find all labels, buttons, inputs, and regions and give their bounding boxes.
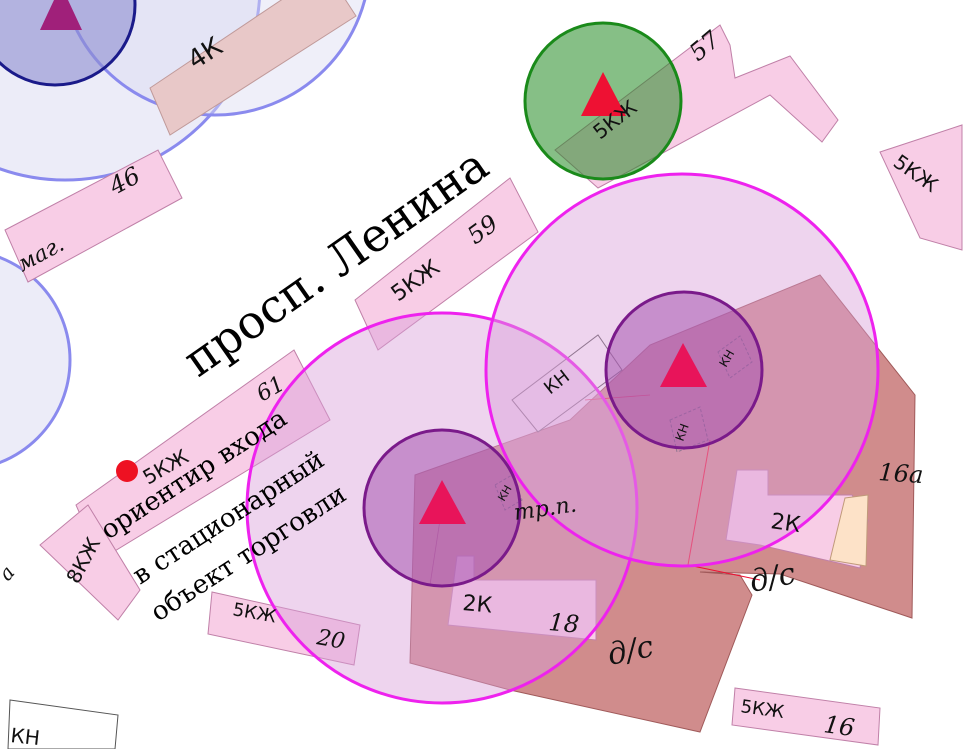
blue-buffer-zone-left[interactable] (0, 250, 72, 470)
building-16a-annex (829, 494, 869, 567)
building-16[interactable] (731, 687, 881, 746)
label-16a-num: 16а (878, 458, 925, 489)
triangle-marker-left-icon[interactable] (419, 480, 466, 524)
buildings-layer (4, 0, 963, 749)
triangle-marker-green-icon[interactable] (581, 72, 626, 116)
label-bottom-left: КН (9, 723, 41, 749)
entrance-point-marker-icon[interactable] (116, 460, 138, 482)
building-4k[interactable] (149, 0, 357, 136)
building-59[interactable] (354, 177, 539, 351)
label-16a-type: 2К (769, 509, 802, 538)
triangle-marker-topleft-icon[interactable] (40, 0, 82, 30)
building-20[interactable] (207, 591, 361, 666)
label-16-num: 16 (822, 710, 856, 742)
label-18-type: 2К (461, 591, 493, 619)
building-46[interactable] (4, 149, 183, 283)
navy-buffer-zone[interactable] (0, 0, 137, 87)
label-18-num: 18 (547, 608, 580, 639)
building-bottom-left[interactable] (7, 699, 119, 749)
label-20-num: 20 (314, 625, 347, 655)
building-16a[interactable] (725, 469, 869, 569)
triangle-marker-right-icon[interactable] (660, 343, 707, 387)
building-8kzh[interactable] (39, 504, 141, 621)
building-right[interactable] (879, 124, 963, 251)
label-kn-3: КН (673, 422, 692, 443)
